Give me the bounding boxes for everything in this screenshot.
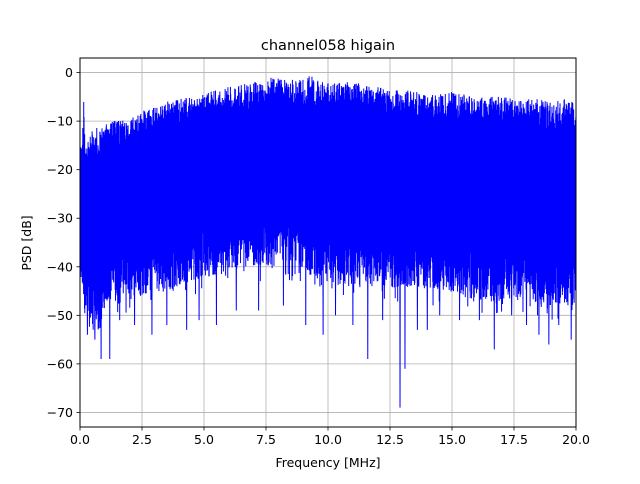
x-tick-label: 0.0 [70,432,90,447]
x-tick-label: 17.5 [500,432,528,447]
y-tick-label: −10 [47,114,73,129]
y-tick-label: −40 [47,259,73,274]
x-axis-ticks: 0.0 2.5 5.0 7.5 10.0 12.5 15.0 17.5 20.0 [70,427,590,447]
y-tick-label: −50 [47,308,73,323]
psd-line [80,76,576,408]
psd-series [80,76,576,408]
y-tick-label: −30 [47,211,73,226]
y-axis-label: PSD [dB] [19,215,34,270]
x-tick-label: 5.0 [194,432,214,447]
x-tick-label: 2.5 [132,432,152,447]
chart-title: channel058 higain [261,38,395,54]
x-axis-label: Frequency [MHz] [275,455,380,470]
y-axis-ticks: 0 −10 −20 −30 −40 −50 −60 −70 [47,65,80,420]
y-tick-label: −70 [47,405,73,420]
x-tick-label: 7.5 [256,432,276,447]
y-tick-label: −20 [47,162,73,177]
y-tick-label: 0 [65,65,73,80]
x-tick-label: 20.0 [562,432,590,447]
x-tick-label: 10.0 [314,432,342,447]
x-tick-label: 15.0 [438,432,466,447]
y-tick-label: −60 [47,356,73,371]
x-tick-label: 12.5 [376,432,404,447]
